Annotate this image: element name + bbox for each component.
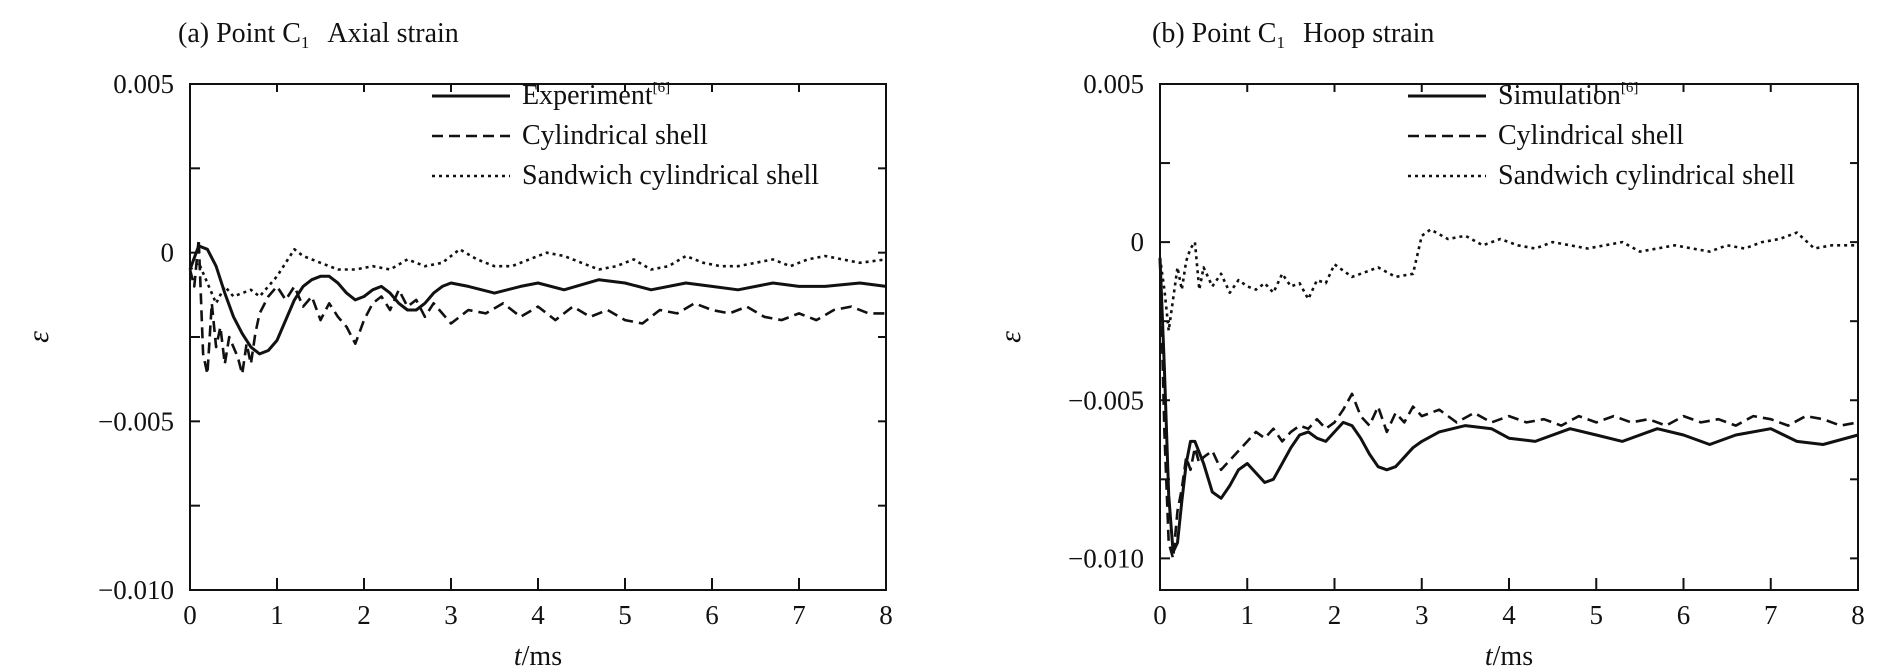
x-tick-label: 0 <box>183 600 197 630</box>
series-line-dotted <box>1158 228 1858 332</box>
series-line-dotted <box>189 248 887 305</box>
x-axis-label: t/ms <box>1485 641 1533 670</box>
x-tick-label: 2 <box>1328 600 1342 630</box>
legend-label: Simulation[6] <box>1498 80 1638 111</box>
series-line-dashed <box>188 237 886 376</box>
x-tick-label: 3 <box>1415 600 1429 630</box>
y-tick-label: −0.005 <box>98 406 174 436</box>
y-tick-label: 0.005 <box>113 69 174 99</box>
series-line-solid <box>1158 257 1859 554</box>
y-axis-label: ε <box>22 331 55 343</box>
x-tick-label: 5 <box>1590 600 1604 630</box>
legend-label: Cylindrical shell <box>522 120 708 151</box>
y-tick-label: 0 <box>161 238 175 268</box>
x-tick-label: 3 <box>444 600 458 630</box>
x-tick-label: 7 <box>792 600 806 630</box>
legend-label: Experiment[6] <box>522 80 670 111</box>
y-tick-label: 0.005 <box>1083 69 1144 99</box>
x-tick-label: 8 <box>879 600 893 630</box>
y-tick-label: 0 <box>1131 227 1145 257</box>
series-line-dashed <box>1158 257 1859 560</box>
y-axis-label: ε <box>994 331 1027 343</box>
y-tick-label: −0.005 <box>1068 385 1144 415</box>
x-tick-label: 1 <box>1241 600 1255 630</box>
x-tick-label: 4 <box>1502 600 1516 630</box>
legend-label: Cylindrical shell <box>1498 120 1684 151</box>
series-line-solid <box>188 244 887 356</box>
x-tick-label: 2 <box>357 600 371 630</box>
x-tick-label: 4 <box>531 600 545 630</box>
chart-panel-b: (b) Point C1 Hoop strain 0 1 2 3 4 5 6 7 8 0.005 0 −0… <box>994 18 1865 670</box>
legend-label: Sandwich cylindrical shell <box>1498 160 1795 191</box>
x-tick-label: 8 <box>1851 600 1865 630</box>
y-tick-label: −0.010 <box>98 575 174 605</box>
y-tick-label: −0.010 <box>1068 543 1144 573</box>
x-tick-label: 0 <box>1153 600 1167 630</box>
chart-title: (a) Point C1 Axial strain <box>178 18 459 52</box>
x-tick-label: 7 <box>1764 600 1778 630</box>
x-tick-label: 6 <box>705 600 719 630</box>
chart-title: (b) Point C1 Hoop strain <box>1152 18 1434 52</box>
x-tick-label: 6 <box>1677 600 1691 630</box>
legend-label: Sandwich cylindrical shell <box>522 160 819 191</box>
x-axis-label: t/ms <box>514 641 562 670</box>
x-tick-label: 1 <box>270 600 284 630</box>
x-tick-label: 5 <box>618 600 632 630</box>
